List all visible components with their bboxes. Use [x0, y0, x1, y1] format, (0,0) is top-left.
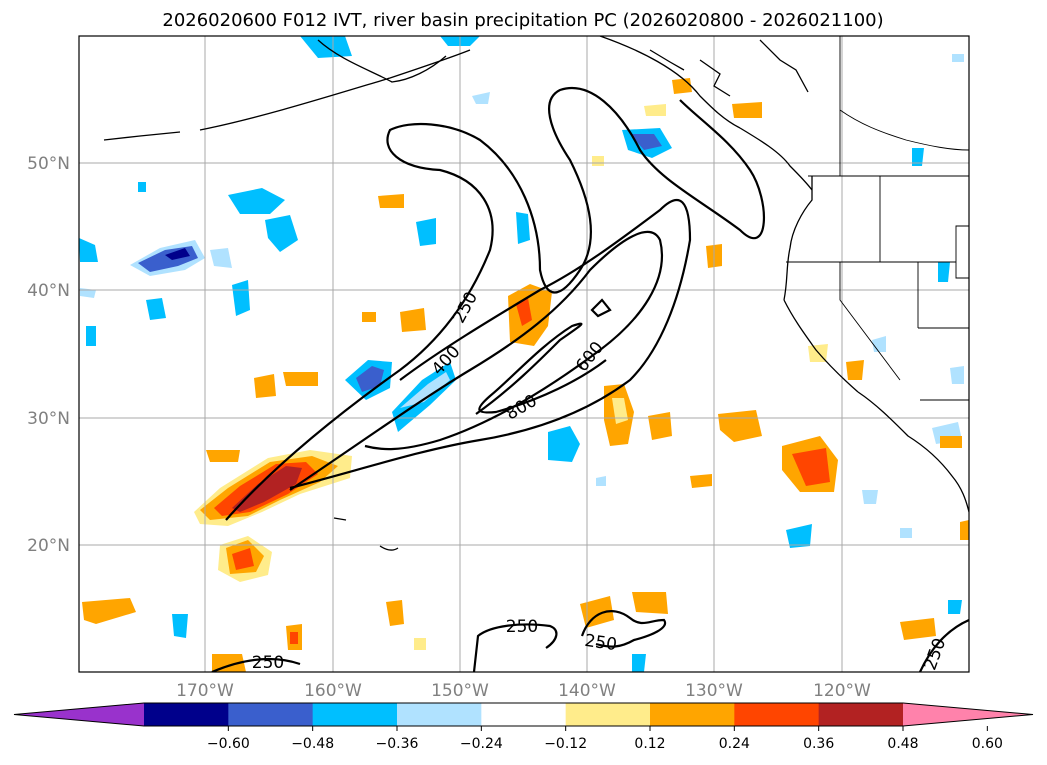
ivt-contour-250-corner — [918, 618, 969, 672]
lon-label: 130°W — [685, 681, 743, 701]
colorbar-label: 0.24 — [719, 736, 750, 752]
colorbar-segment — [481, 703, 567, 726]
colorbar-extend-low — [14, 703, 144, 726]
lon-label: 150°W — [431, 681, 489, 701]
colorbar-label: 0.48 — [887, 736, 918, 752]
map-background — [79, 36, 969, 672]
coastlines — [103, 36, 969, 551]
ivt-label: 250 — [506, 617, 538, 637]
colorbar-label: 0.36 — [803, 736, 834, 752]
longitude-labels: 170°W 160°W 150°W 140°W 130°W 120°W — [176, 681, 871, 701]
ivt-contour-600 — [289, 199, 692, 490]
colorbar-label: −0.12 — [544, 736, 587, 752]
figure-title: 2026020600 F012 IVT, river basin precipi… — [162, 10, 883, 31]
map-area: 250 400 600 800 250 250 250 250 — [79, 36, 969, 673]
lat-label: 20°N — [27, 536, 70, 556]
ivt-contours — [211, 87, 969, 672]
colorbar-label: −0.60 — [207, 736, 250, 752]
latitude-labels: 50°N 40°N 30°N 20°N — [27, 154, 70, 556]
ivt-label: 250 — [583, 631, 618, 655]
lat-label: 40°N — [27, 281, 70, 301]
ivt-contour-250-south2 — [580, 610, 667, 648]
colorbar-label: 0.12 — [634, 736, 665, 752]
colorbar-segment — [228, 703, 314, 726]
ivt-contour-250-south — [472, 623, 558, 672]
colorbar-segment — [312, 703, 398, 726]
colorbar-segment — [397, 703, 482, 726]
ivt-contour-800 — [475, 322, 607, 415]
lon-label: 140°W — [558, 681, 616, 701]
colorbar-outline — [13, 702, 1034, 727]
ivt-contour-250 — [225, 87, 765, 521]
colorbar-segment — [818, 703, 904, 726]
colorbar: −0.60 −0.48 −0.36 −0.24 −0.12 0.12 0.24 0.36 0.4… — [13, 702, 1034, 752]
negative-anomaly-fills — [79, 36, 964, 672]
ivt-contour-250-sw — [211, 657, 301, 672]
ivt-label: 250 — [252, 653, 284, 673]
ivt-contour-400 — [289, 230, 663, 491]
colorbar-label: −0.24 — [460, 736, 503, 752]
state-borders — [786, 36, 969, 401]
ivt-contour-small — [590, 298, 612, 318]
map-frame — [78, 35, 970, 673]
lon-label: 160°W — [304, 681, 362, 701]
graticule — [79, 36, 969, 672]
colorbar-segment — [734, 703, 820, 726]
lat-label: 30°N — [27, 409, 70, 429]
positive-anomaly-fills — [82, 78, 969, 672]
colorbar-label: −0.36 — [376, 736, 419, 752]
colorbar-segment — [650, 703, 735, 726]
colorbar-segment — [565, 703, 651, 726]
colorbar-label: 0.60 — [972, 736, 1003, 752]
lat-label: 50°N — [27, 154, 70, 174]
lon-label: 120°W — [813, 681, 871, 701]
lon-label: 170°W — [176, 681, 234, 701]
colorbar-label: −0.48 — [291, 736, 334, 752]
colorbar-segment — [144, 703, 229, 726]
colorbar-extend-high — [903, 703, 1033, 726]
